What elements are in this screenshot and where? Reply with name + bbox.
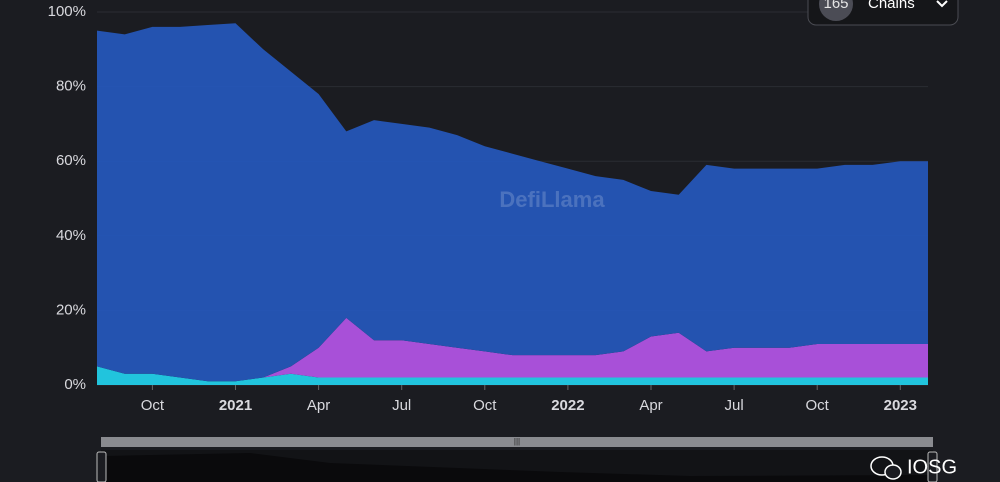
area — [97, 23, 928, 382]
y-tick-label: 20% — [56, 301, 86, 318]
brush-preview-area — [105, 453, 930, 482]
axis-labels: 0% 20% 40% 60% 80% 100% Oct 2021 Apr Jul Oct 2022 Ap… — [48, 3, 917, 414]
area — [97, 317, 928, 382]
x-tick-label: Jul — [725, 397, 744, 414]
x-tick-label: Apr — [307, 397, 330, 414]
dropdown-arrow — [936, 0, 948, 8]
y-tick-label: 80% — [56, 78, 86, 95]
y-tick-label: 60% — [56, 152, 86, 169]
y-tick-label: 0% — [64, 376, 86, 393]
chains-label: Chains — [868, 0, 915, 12]
x-tick-label: Oct — [141, 397, 165, 414]
credit-icon — [884, 464, 902, 480]
y-tick-label: 100% — [48, 3, 86, 20]
x-tick-label: Jul — [392, 397, 411, 414]
x-tick-label: 2021 — [219, 397, 252, 414]
chain-count: 165 — [823, 0, 848, 12]
chain-count-badge — [819, 0, 853, 21]
chains-button[interactable]: 165 Chains — [807, 0, 959, 26]
area — [97, 366, 928, 385]
brush-handle-right[interactable] — [927, 451, 938, 482]
x-tick-label: Oct — [806, 397, 830, 414]
watermark: DefiLlama — [499, 187, 605, 212]
x-tick-label: Apr — [639, 397, 662, 414]
x-tick-label: Oct — [473, 397, 497, 414]
credit: IOSG — [870, 456, 957, 480]
range-brush[interactable]: ||| — [96, 437, 938, 482]
brush-handle-left[interactable] — [96, 451, 107, 482]
y-tick-label: 40% — [56, 227, 86, 244]
credit-text: IOSG — [907, 456, 957, 478]
x-tick-label: 2022 — [551, 397, 584, 414]
brush-bar[interactable] — [101, 437, 933, 447]
brush-grip[interactable]: ||| — [514, 437, 520, 446]
areas — [97, 23, 928, 385]
x-tick-label: 2023 — [884, 397, 917, 414]
